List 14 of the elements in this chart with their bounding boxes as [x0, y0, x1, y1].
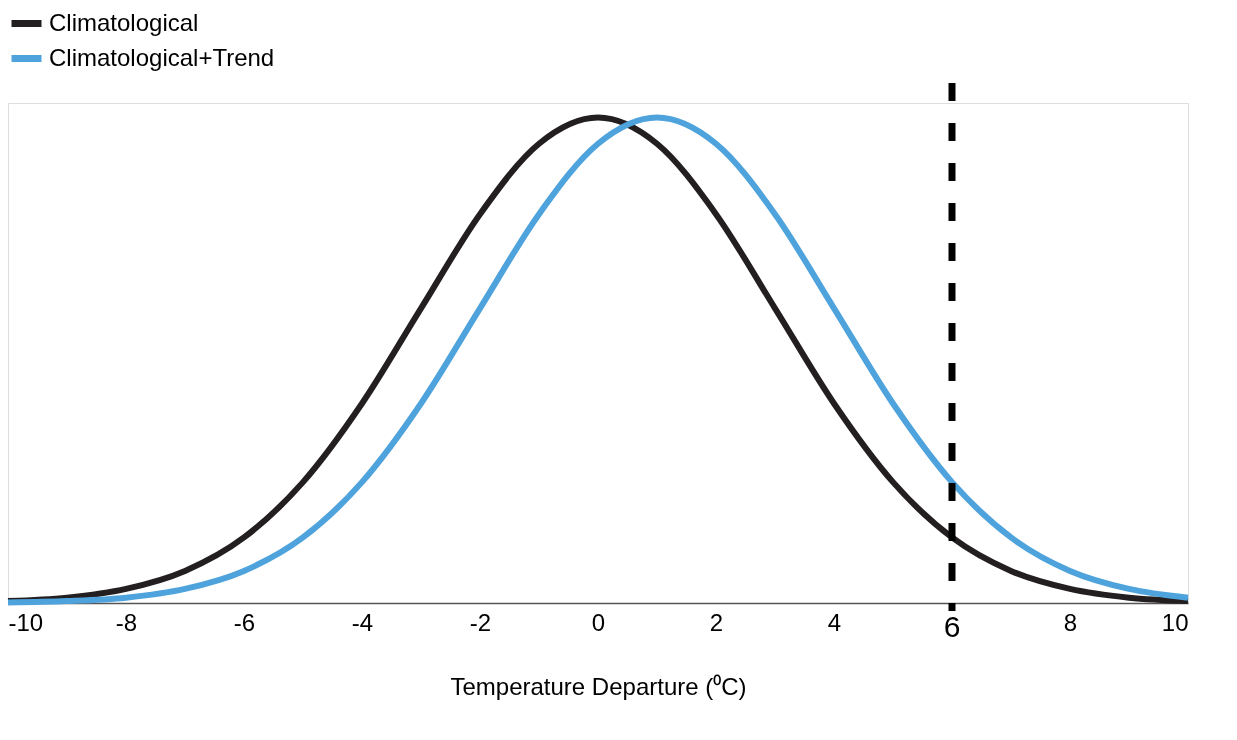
x-tick-label: 0 — [591, 608, 606, 636]
legend-label: Climatological+Trend — [49, 43, 275, 71]
x-axis-title: Temperature Departure (⁰C) — [450, 672, 747, 700]
x-tick-label: -6 — [233, 608, 256, 636]
x-tick-label: -4 — [351, 608, 374, 636]
legend-label: Climatological — [49, 8, 199, 36]
x-tick-label: 2 — [709, 608, 724, 636]
x-tick-label: -10 — [8, 608, 44, 636]
x-tick-label: 10 — [1161, 608, 1189, 636]
x-tick-label: 8 — [1063, 608, 1078, 636]
x-tick-label: -8 — [115, 608, 138, 636]
ref-line-label: 6 — [943, 610, 961, 643]
x-tick-label: -2 — [469, 608, 492, 636]
x-tick-label: 4 — [827, 608, 842, 636]
